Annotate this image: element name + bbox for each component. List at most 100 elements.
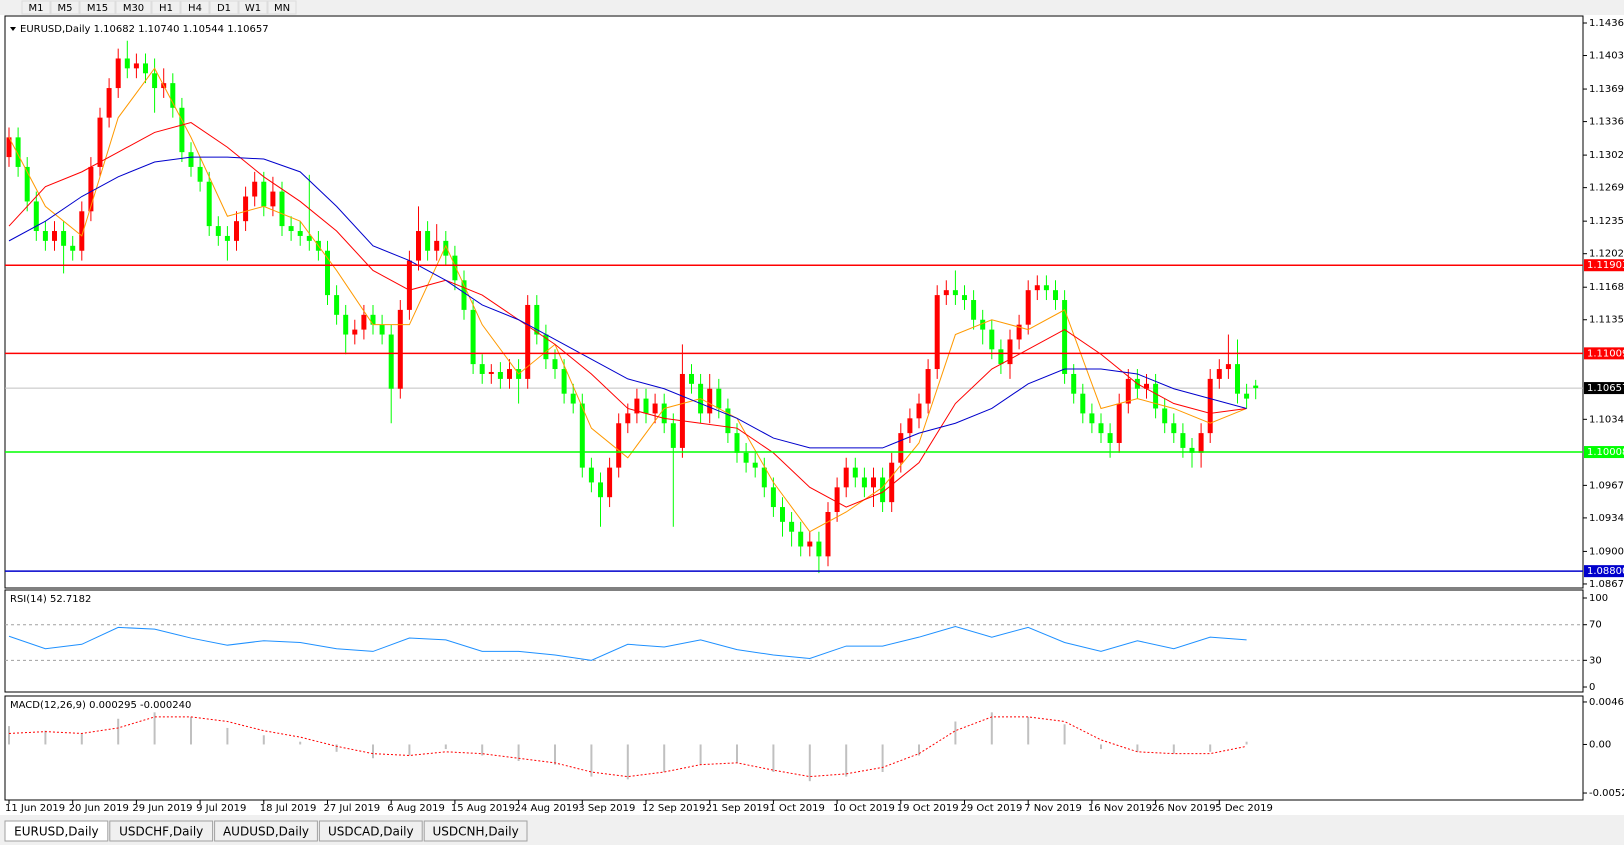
- candle-body: [871, 477, 876, 488]
- candle-body: [952, 290, 958, 296]
- timeframe-button[interactable]: [151, 0, 181, 15]
- timeframe-label[interactable]: H1: [159, 3, 173, 14]
- chart-tab[interactable]: [318, 820, 423, 842]
- macd-bar: [808, 744, 811, 782]
- candle-body: [1171, 423, 1177, 434]
- price-label: 1.10657: [1587, 383, 1624, 394]
- moving-average: [8, 122, 1247, 508]
- candle-body: [215, 226, 221, 236]
- candle-body: [206, 181, 212, 227]
- candle-body: [1053, 290, 1058, 301]
- candle-body: [79, 211, 85, 251]
- chart-tab-label[interactable]: USDCHF,Daily: [119, 825, 203, 839]
- chart-tab[interactable]: [423, 820, 528, 842]
- candle-body: [406, 260, 412, 310]
- candle-body: [1253, 385, 1259, 389]
- timeframe-button[interactable]: [21, 0, 51, 15]
- macd-bar: [226, 727, 229, 745]
- y-tick-label: 70: [1589, 620, 1602, 631]
- chart-tab-label[interactable]: USDCAD,Daily: [328, 825, 414, 839]
- macd-bar: [954, 721, 957, 745]
- macd-bar: [517, 744, 520, 761]
- chart-tab-label[interactable]: USDCNH,Daily: [432, 825, 518, 839]
- candle-body: [1071, 373, 1077, 394]
- candle-body: [734, 433, 740, 453]
- candle-body: [33, 201, 39, 232]
- macd-bar: [1136, 744, 1139, 752]
- candle-body: [643, 398, 649, 414]
- macd-bar: [44, 730, 47, 745]
- candle-body: [743, 452, 749, 463]
- signal-line: [8, 716, 1247, 778]
- timeframe-label[interactable]: M5: [58, 3, 73, 14]
- chart-tab[interactable]: [4, 820, 109, 842]
- candle-body: [15, 137, 21, 167]
- y-tick-label: 0.00: [1589, 739, 1611, 750]
- timeframe-button[interactable]: [209, 0, 239, 15]
- candle-body: [388, 334, 394, 389]
- timeframe-button[interactable]: [50, 0, 80, 15]
- chart-tab[interactable]: [214, 820, 318, 842]
- x-tick-label: 24 Aug 2019: [515, 803, 579, 814]
- macd-bar: [772, 744, 775, 773]
- timeframe-label[interactable]: M15: [87, 3, 108, 14]
- rsi-line: [8, 625, 1247, 661]
- candle-body: [816, 541, 822, 557]
- x-tick-label: 20 Jun 2019: [69, 803, 129, 814]
- timeframe-button[interactable]: [180, 0, 210, 15]
- y-tick-label: 30: [1589, 655, 1602, 666]
- timeframe-label[interactable]: M1: [29, 3, 44, 14]
- candle-body: [761, 467, 767, 488]
- candle-body: [716, 388, 722, 409]
- candle-body: [352, 329, 358, 335]
- y-tick-label: 1.12690: [1589, 183, 1624, 194]
- candle-body: [1235, 364, 1240, 394]
- timeframe-button[interactable]: [238, 0, 268, 15]
- x-tick-label: 1 Oct 2019: [769, 803, 824, 814]
- macd-bar: [554, 744, 556, 765]
- level-label-box: [1584, 565, 1624, 578]
- candle-body: [980, 319, 986, 330]
- chart-tab[interactable]: [109, 820, 214, 842]
- timeframe-button[interactable]: [115, 0, 152, 15]
- chart-title: EURUSD,Daily 1.10682 1.10740 1.10544 1.1…: [20, 24, 269, 35]
- candle-body: [1034, 285, 1040, 291]
- timeframe-label[interactable]: H4: [188, 3, 202, 14]
- x-tick-label: 11 Jun 2019: [5, 803, 65, 814]
- candle-body: [6, 137, 12, 158]
- y-tick-label: 1.13020: [1589, 150, 1624, 161]
- timeframe-label[interactable]: M30: [123, 3, 144, 14]
- candle-body: [689, 373, 694, 384]
- macd-panel: [4, 695, 1584, 801]
- y-tick-label: 1.14030: [1589, 51, 1624, 62]
- timeframe-label[interactable]: W1: [245, 3, 261, 14]
- y-tick-label: 1.09340: [1589, 513, 1624, 524]
- x-tick-label: 29 Jun 2019: [132, 803, 192, 814]
- candle-body: [143, 63, 148, 74]
- candle-body: [115, 58, 121, 89]
- collapse-icon: [10, 27, 16, 31]
- chart-tab-label[interactable]: AUDUSD,Daily: [223, 825, 309, 839]
- level-label-box: [1584, 446, 1624, 459]
- candle-body: [789, 521, 795, 532]
- candle-body: [1207, 378, 1213, 434]
- y-tick-label: 1.08670: [1589, 579, 1624, 590]
- candle-body: [652, 403, 658, 414]
- timeframe-label[interactable]: MN: [274, 3, 290, 14]
- candle-body: [943, 290, 949, 296]
- level-label: 1.11903: [1587, 260, 1624, 271]
- timeframe-button[interactable]: [79, 0, 116, 15]
- timeframe-button[interactable]: [267, 0, 297, 15]
- moving-average: [8, 156, 1247, 449]
- candle-body: [780, 507, 785, 522]
- candle-body: [1098, 423, 1104, 434]
- chart-tab-label[interactable]: EURUSD,Daily: [14, 825, 99, 839]
- candle-body: [1153, 383, 1159, 409]
- timeframe-label[interactable]: D1: [217, 3, 231, 14]
- candle-body: [106, 88, 112, 118]
- rsi-title: RSI(14) 52.7182: [10, 594, 91, 605]
- rsi-panel: [4, 589, 1584, 693]
- candle-body: [188, 152, 194, 167]
- y-tick-label: 100: [1589, 593, 1608, 604]
- candle-body: [916, 403, 922, 419]
